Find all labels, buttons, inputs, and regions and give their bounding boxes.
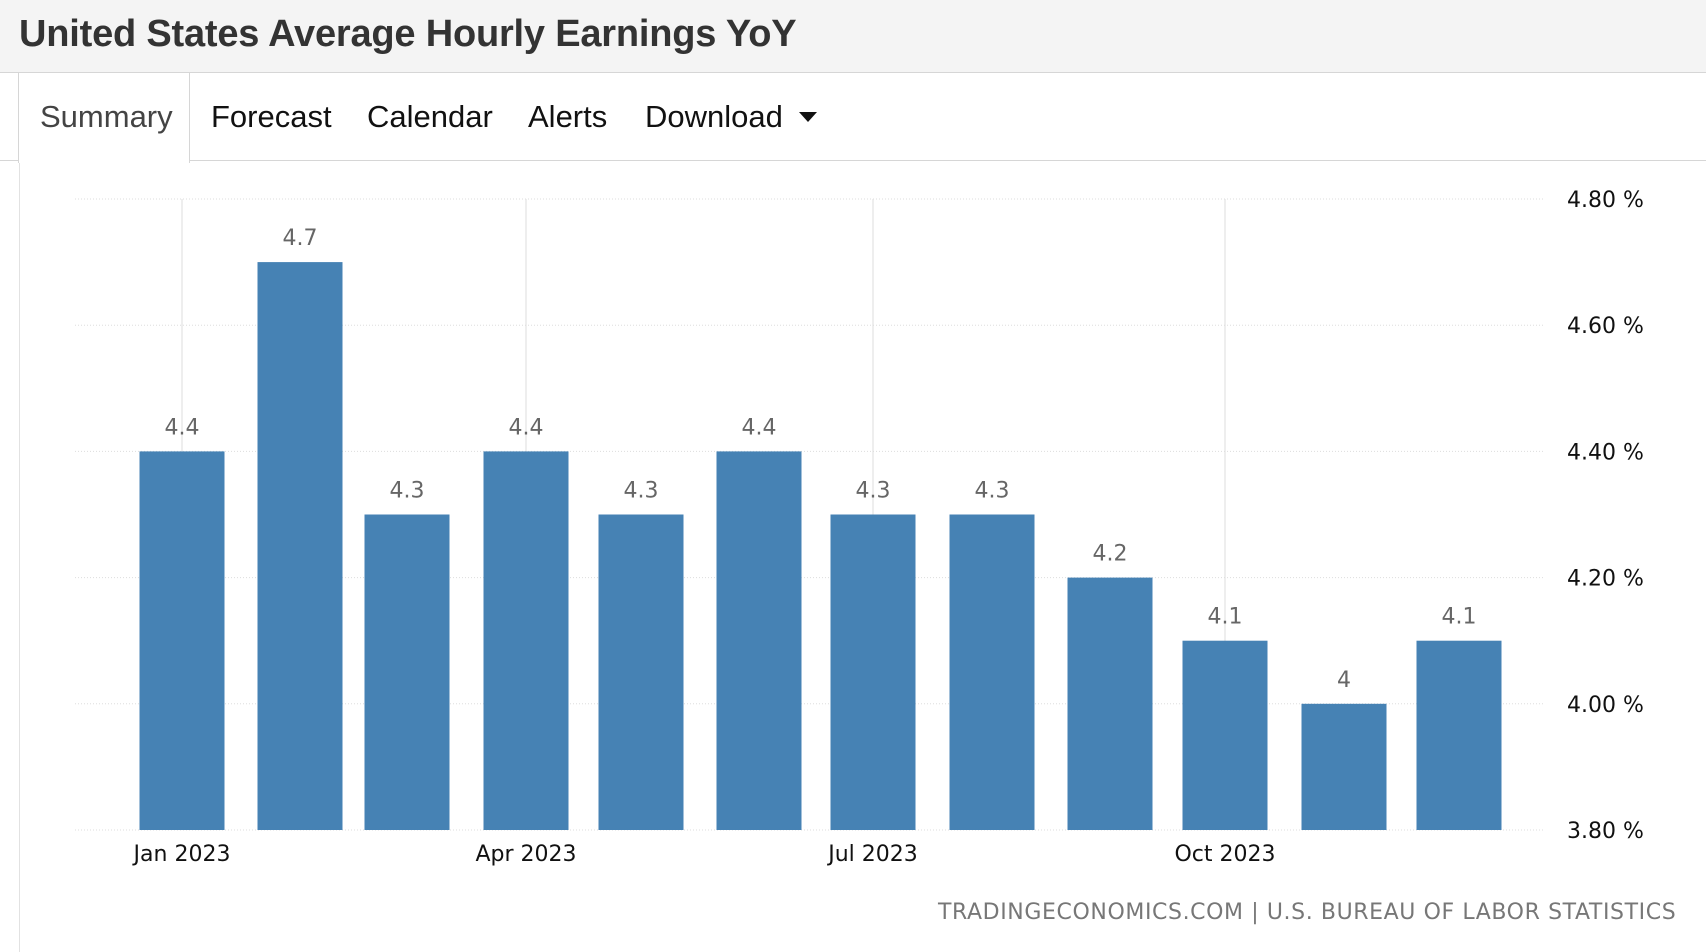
- bar-value-label: 4.2: [1093, 542, 1128, 567]
- y-tick-label: 4.00 %: [1567, 693, 1644, 718]
- bar-value-label: 4.1: [1208, 605, 1243, 630]
- x-tick-label: Oct 2023: [1174, 842, 1275, 867]
- source-site: TRADINGECONOMICS.COM: [938, 900, 1244, 925]
- page-title: United States Average Hourly Earnings Yo…: [19, 13, 797, 55]
- title-bar: United States Average Hourly Earnings Yo…: [0, 0, 1706, 73]
- y-tick-label: 4.80 %: [1567, 188, 1644, 213]
- bar-value-label: 4.4: [742, 415, 777, 440]
- bar: [1416, 640, 1502, 830]
- source-separator: |: [1251, 900, 1260, 925]
- bar-value-label: 4.4: [509, 415, 544, 440]
- bar-value-label: 4.3: [856, 479, 891, 504]
- bar: [483, 451, 569, 830]
- bar: [257, 262, 343, 831]
- y-tick-label: 4.40 %: [1567, 440, 1644, 465]
- bar-chart: 3.80 % 4.00 % 4.20 % 4.40 % 4.60 % 4.80 % 4.4 4…: [75, 188, 1644, 867]
- bar: [1067, 577, 1153, 830]
- bar-value-label: 4.3: [624, 479, 659, 504]
- y-tick-label: 3.80 %: [1567, 819, 1644, 844]
- tab-summary[interactable]: Summary: [18, 73, 190, 163]
- bar-value-label: 4.7: [283, 226, 318, 251]
- bar: [139, 451, 225, 830]
- bar: [949, 514, 1035, 830]
- bar: [716, 451, 802, 830]
- bar: [364, 514, 450, 830]
- x-tick-label: Jan 2023: [132, 842, 231, 867]
- tab-alerts-label: Alerts: [528, 99, 608, 134]
- x-tick-label: Apr 2023: [475, 842, 576, 867]
- bar: [1182, 640, 1268, 830]
- source-credit: TRADINGECONOMICS.COM | U.S. BUREAU OF LA…: [938, 900, 1676, 925]
- tab-forecast[interactable]: Forecast: [211, 73, 332, 161]
- bar-value-label: 4.3: [390, 479, 425, 504]
- y-tick-label: 4.20 %: [1567, 567, 1644, 592]
- tab-calendar-label: Calendar: [367, 99, 493, 134]
- caret-down-icon: [798, 112, 817, 122]
- tab-download[interactable]: Download: [645, 73, 817, 161]
- source-agency: U.S. BUREAU OF LABOR STATISTICS: [1266, 900, 1677, 925]
- bar-value-label: 4.1: [1442, 605, 1477, 630]
- bar: [598, 514, 684, 830]
- bar-value-label: 4: [1337, 668, 1351, 693]
- tab-alerts[interactable]: Alerts: [528, 73, 607, 161]
- tab-download-label: Download: [645, 99, 783, 134]
- tab-calendar[interactable]: Calendar: [367, 73, 493, 161]
- bar-value-label: 4.3: [975, 479, 1010, 504]
- bar: [830, 514, 916, 830]
- x-tick-label: Jul 2023: [826, 842, 918, 867]
- tab-bar: Summary Forecast Calendar Alerts Downloa…: [0, 73, 1706, 163]
- content-left-border: [19, 161, 20, 952]
- y-tick-label: 4.60 %: [1567, 314, 1644, 339]
- tab-summary-label: Summary: [40, 99, 173, 134]
- bar: [1301, 703, 1387, 830]
- tab-forecast-label: Forecast: [211, 99, 332, 134]
- bar-value-label: 4.4: [165, 415, 200, 440]
